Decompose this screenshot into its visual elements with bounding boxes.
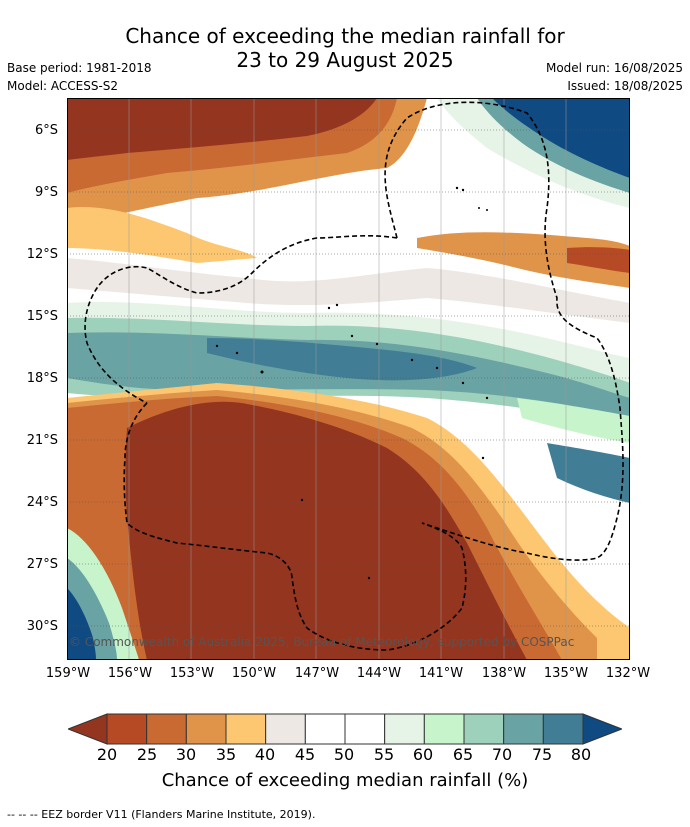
- east-dry-core: [567, 247, 630, 273]
- cbar-tick-45: 45: [294, 745, 316, 764]
- colorbar-segment: [344, 713, 386, 745]
- title-line-1: Chance of exceeding the median rainfall …: [125, 24, 565, 48]
- lon-label-156w: 156°W: [107, 666, 153, 681]
- lat-label-12s: 12°S: [26, 247, 58, 262]
- lat-label-9s: 9°S: [34, 185, 58, 200]
- colorbar-segments: [106, 713, 584, 745]
- colorbar-segment: [304, 713, 346, 745]
- eez-borders: [84, 101, 624, 651]
- lon-label-147w: 147°W: [294, 666, 340, 681]
- lon-label-153w: 153°W: [169, 666, 215, 681]
- lon-label-138w: 138°W: [481, 666, 527, 681]
- ne-wet-core: [492, 98, 630, 178]
- rainfall-map: © Commonwealth of Australia 2025, Bureau…: [67, 98, 630, 660]
- colorbar-segment: [463, 713, 505, 745]
- colorbar: [68, 713, 622, 745]
- cbar-tick-25: 25: [136, 745, 158, 764]
- lon-label-141w: 141°W: [418, 666, 464, 681]
- lat-label-15s: 15°S: [26, 309, 58, 324]
- colorbar-segment: [542, 713, 584, 745]
- colorbar-high-arrow: [582, 713, 622, 745]
- cbar-tick-65: 65: [452, 745, 474, 764]
- lat-label-24s: 24°S: [26, 495, 58, 510]
- lon-label-144w: 144°W: [356, 666, 402, 681]
- cbar-tick-30: 30: [175, 745, 197, 764]
- lat-label-27s: 27°S: [26, 557, 58, 572]
- central-grey: [67, 258, 630, 323]
- chart-title: Chance of exceeding the median rainfall …: [0, 24, 690, 72]
- colorbar-segment: [265, 713, 306, 745]
- copyright-notice: © Commonwealth of Australia 2025, Bureau…: [69, 635, 574, 649]
- colorbar-low-arrow: [68, 713, 108, 745]
- title-line-2: 23 to 29 August 2025: [236, 48, 454, 72]
- lon-label-150w: 150°W: [231, 666, 277, 681]
- south-dry-core: [125, 401, 527, 660]
- cbar-tick-70: 70: [491, 745, 513, 764]
- cbar-tick-55: 55: [373, 745, 395, 764]
- cbar-tick-50: 50: [333, 745, 355, 764]
- model-run: Model run: 16/08/2025: [545, 61, 683, 75]
- issued-date: Issued: 18/08/2025: [567, 79, 683, 93]
- lon-gridlines: [128, 98, 567, 660]
- colorbar-segment: [185, 713, 227, 745]
- meta-left: Base period: 1981-2018 Model: ACCESS-S2: [7, 59, 152, 95]
- colorbar-segment: [503, 713, 544, 745]
- lat-label-6s: 6°S: [34, 123, 58, 138]
- colorbar-segment: [384, 713, 425, 745]
- cbar-tick-80: 80: [570, 745, 592, 764]
- wet-band-core: [207, 338, 477, 381]
- lon-label-159w: 159°W: [45, 666, 91, 681]
- cbar-tick-40: 40: [254, 745, 276, 764]
- model-name: Model: ACCESS-S2: [7, 79, 119, 93]
- map-frame: [67, 98, 630, 660]
- lat-gridlines: [67, 129, 630, 627]
- lat-label-18s: 18°S: [26, 371, 58, 386]
- east-dry-band: [417, 232, 630, 288]
- cbar-tick-75: 75: [531, 745, 553, 764]
- cbar-tick-20: 20: [96, 745, 118, 764]
- cbar-tick-35: 35: [215, 745, 237, 764]
- meta-right: Model run: 16/08/2025 Issued: 18/08/2025: [546, 59, 683, 95]
- sw-wet-core: [67, 588, 96, 660]
- north-dry-core: [67, 98, 377, 160]
- base-period: Base period: 1981-2018: [7, 61, 152, 75]
- north-yellow-patch: [67, 207, 257, 263]
- colorbar-segment: [423, 713, 465, 745]
- lon-label-135w: 135°W: [543, 666, 589, 681]
- colorbar-segment: [225, 713, 267, 745]
- colorbar-label: Chance of exceeding median rainfall (%): [161, 770, 529, 791]
- east-green-strip: [517, 398, 630, 443]
- lat-label-30s: 30°S: [26, 619, 58, 634]
- cbar-tick-60: 60: [412, 745, 434, 764]
- eez-footer-note: -- -- -- EEZ border V11 (Flanders Marine…: [7, 808, 316, 821]
- colorbar-segment: [106, 713, 148, 745]
- islands: [215, 186, 489, 580]
- colorbar-segment: [146, 713, 187, 745]
- east-wet-strip: [547, 443, 630, 503]
- lat-label-21s: 21°S: [26, 433, 58, 448]
- lon-label-132w: 132°W: [605, 666, 651, 681]
